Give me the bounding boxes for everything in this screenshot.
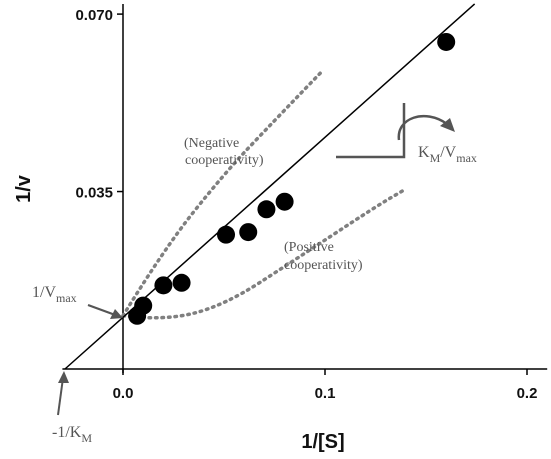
km-intercept-label: -1/KM <box>52 424 92 445</box>
fit-line <box>64 3 476 370</box>
slope-arrowhead <box>440 118 455 132</box>
data-point <box>154 276 173 295</box>
vmax-intercept-label: 1/Vmax <box>32 284 77 305</box>
curves <box>121 70 408 320</box>
data-point <box>239 223 258 242</box>
x-axis-title: 1/[S] <box>301 431 344 453</box>
y-tick-label: 0.070 <box>75 7 113 24</box>
negative-cooperativity-curve <box>121 70 323 318</box>
positive-coop-label-line1: (Positive <box>284 240 334 255</box>
y-axis-title: 1/v <box>13 174 35 203</box>
negative-coop-label-line2: cooperativity) <box>185 153 264 168</box>
x-tick-label: 0.2 <box>517 385 538 402</box>
data-point <box>257 200 276 219</box>
slope-label: KM/Vmax <box>418 144 477 165</box>
data-point <box>134 296 153 315</box>
km-arrowhead <box>58 371 69 383</box>
y-tick-label: 0.035 <box>75 185 113 202</box>
data-point <box>172 273 191 292</box>
vmax-arrowhead <box>110 309 123 319</box>
slope-triangle <box>336 103 406 159</box>
points <box>128 32 456 325</box>
x-tick-label: 0.1 <box>315 385 336 402</box>
data-point <box>437 32 456 51</box>
axes: 0.0 0.1 0.2 0.035 0.070 <box>62 3 548 402</box>
slope-arrow <box>397 114 448 141</box>
annotations: 1/v 1/[S] (Negative cooperativity) (Posi… <box>13 103 477 453</box>
data-point <box>275 192 294 211</box>
positive-cooperativity-curve <box>121 187 408 320</box>
fit <box>64 3 476 370</box>
positive-coop-label-line2: cooperativity) <box>284 258 363 273</box>
km-arrow <box>57 377 64 416</box>
negative-coop-label-line1: (Negative <box>184 136 239 151</box>
x-tick-label: 0.0 <box>113 385 134 402</box>
data-point <box>217 225 236 244</box>
